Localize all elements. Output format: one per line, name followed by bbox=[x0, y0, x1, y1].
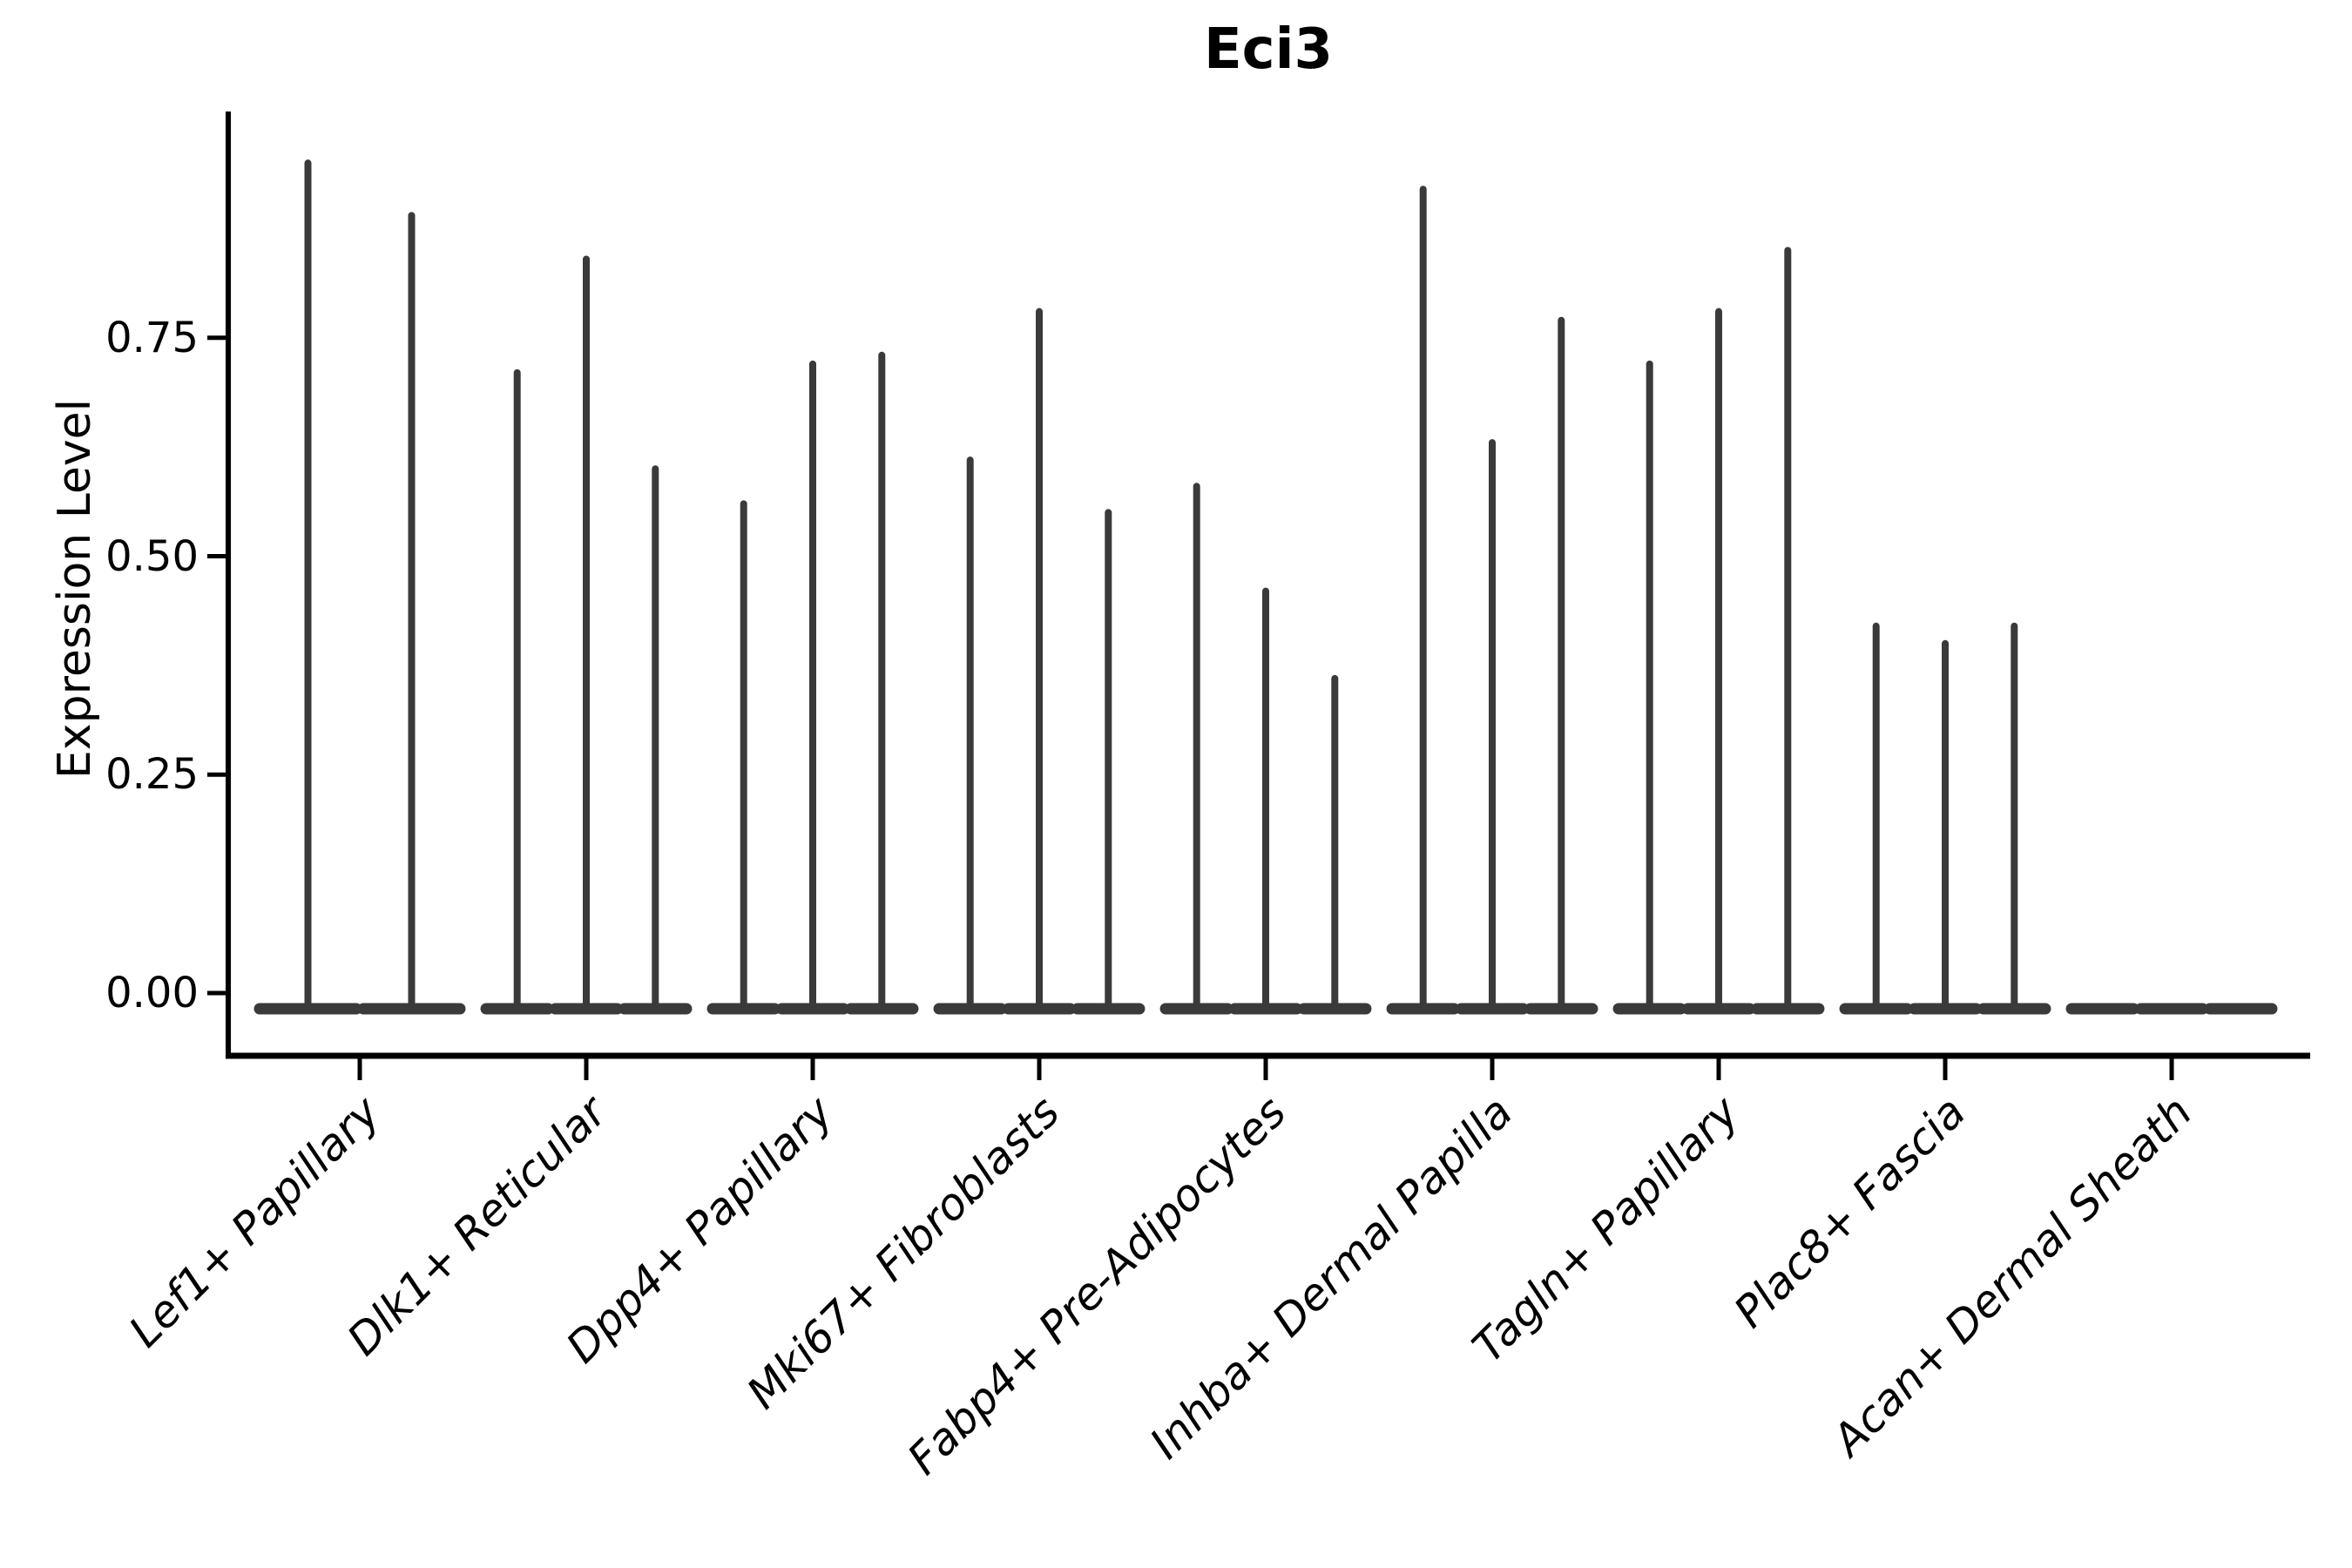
violin-group bbox=[1839, 622, 2051, 1015]
y-tick-label: 0.50 bbox=[105, 531, 199, 581]
y-tick-label: 0.00 bbox=[105, 969, 199, 1017]
violin-group bbox=[1159, 483, 1372, 1015]
y-tick-label: 0.75 bbox=[105, 313, 199, 362]
violin-group bbox=[933, 308, 1146, 1015]
violin-group bbox=[706, 351, 919, 1015]
violin-group bbox=[480, 255, 693, 1015]
violin-group bbox=[1612, 247, 1825, 1015]
violin-group bbox=[1386, 186, 1598, 1015]
violin-group bbox=[253, 159, 466, 1015]
y-tick-label: 0.25 bbox=[105, 750, 199, 800]
chart-title: Eci3 bbox=[1203, 17, 1334, 82]
